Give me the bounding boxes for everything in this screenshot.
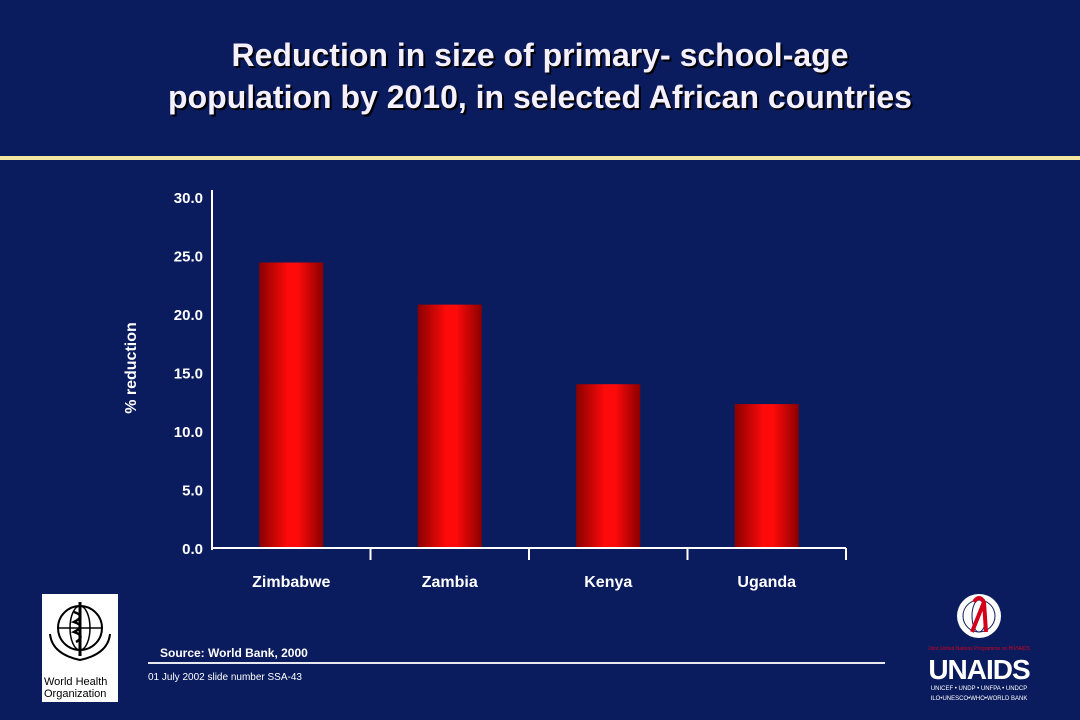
slide-title: Reduction in size of primary- school-age… [0, 34, 1080, 118]
slide-title-line2: population by 2010, in selected African … [168, 79, 912, 115]
unaids-members-2: ILO•UNESCO•WHO•WORLD BANK [930, 696, 1028, 702]
who-emblem-icon [49, 602, 111, 662]
who-logo: World Health Organization [42, 594, 118, 702]
y-tick-label: 5.0 [182, 483, 203, 500]
y-tick-label: 0.0 [182, 541, 203, 558]
x-category-label: Uganda [737, 574, 796, 591]
title-divider [0, 156, 1080, 160]
unaids-tagline: Joint United Nations Programme on HIV/AI… [928, 646, 1030, 652]
unaids-wordmark: UNAIDS [928, 654, 1030, 685]
un-emblem-icon [957, 594, 1001, 638]
footer-divider [148, 662, 885, 664]
bar-zambia [417, 304, 482, 548]
unaids-members-1: UNICEF • UNDP • UNFPA • UNDCP [930, 686, 1028, 692]
slide-title-line1: Reduction in size of primary- school-age [231, 37, 849, 73]
bar-zimbabwe [259, 262, 324, 548]
x-category-label: Kenya [584, 574, 632, 591]
y-tick-label: 30.0 [174, 190, 203, 207]
bar-kenya [576, 384, 641, 548]
x-category-label: Zimbabwe [252, 574, 330, 591]
bar-uganda [734, 404, 799, 548]
who-name-line2: Organization [44, 688, 107, 700]
y-tick-label: 10.0 [174, 424, 203, 441]
y-tick-label: 25.0 [174, 249, 203, 266]
slide-number-note: 01 July 2002 slide number SSA-43 [148, 672, 302, 683]
y-axis-label: % reduction [123, 322, 140, 414]
unaids-logo: Joint United Nations Programme on HIV/AI… [920, 590, 1038, 708]
who-name-line1: World Health [44, 676, 108, 688]
x-category-label: Zambia [422, 574, 478, 591]
source-note: Source: World Bank, 2000 [160, 646, 308, 660]
y-tick-label: 20.0 [174, 307, 203, 324]
y-tick-label: 15.0 [174, 366, 203, 383]
